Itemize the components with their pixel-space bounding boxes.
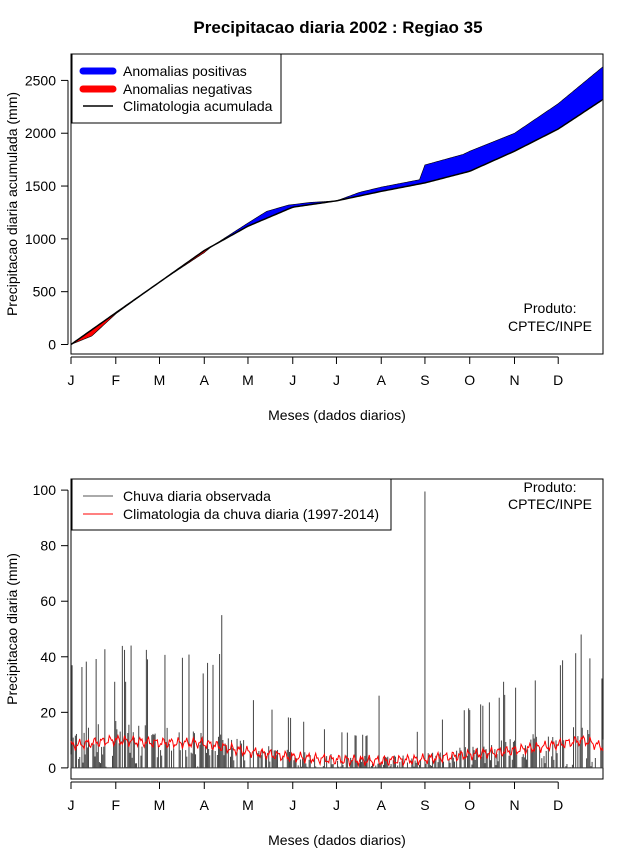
bottom-x-tick-label-11: D [553, 797, 563, 813]
bottom-credit-line1: Produto: [524, 479, 577, 495]
top-x-tick-label-8: S [420, 372, 429, 388]
top-area-marks [70, 66, 604, 346]
top-y-tick-label-0: 0 [48, 336, 56, 352]
top-x-tick-label-0: J [68, 372, 75, 388]
bottom-legend: Chuva diaria observada Climatologia da c… [71, 478, 392, 531]
top-y-tick-label-3: 1500 [25, 178, 56, 194]
bottom-y-tick-label-0: 0 [48, 760, 56, 776]
top-y-tick-label-4: 2000 [25, 125, 56, 141]
climatology-daily-line [70, 733, 604, 768]
top-x-label: Meses (dados diarios) [268, 407, 406, 423]
bottom-x-tick-label-9: O [464, 797, 475, 813]
bottom-x-tick-label-4: M [242, 797, 254, 813]
chart-title: Precipitacao diaria 2002 : Regiao 35 [193, 18, 482, 37]
bottom-x-tick-label-3: A [200, 797, 210, 813]
top-x-tick-label-4: M [242, 372, 254, 388]
bottom-x-tick-label-0: J [68, 797, 75, 813]
bottom-y-tick-label-2: 40 [40, 649, 56, 665]
bottom-y-label: Precipitacao diaria (mm) [4, 553, 20, 705]
top-x-tick-label-2: M [154, 372, 166, 388]
top-x-tick-label-6: J [333, 372, 340, 388]
top-x-tick-label-11: D [553, 372, 563, 388]
bottom-x-tick-label-5: J [289, 797, 296, 813]
climatology-line [70, 99, 603, 346]
top-y-tick-label-2: 1000 [25, 231, 56, 247]
bottom-y-tick-label-1: 20 [40, 704, 56, 720]
top-credit-line2: CPTEC/INPE [508, 318, 592, 334]
bottom-legend-box [71, 478, 392, 531]
bottom-x-tick-label-1: F [112, 797, 121, 813]
top-plot-box [70, 53, 604, 355]
top-x-tick-label-9: O [464, 372, 475, 388]
bottom-x-tick-label-2: M [154, 797, 166, 813]
top-x-tick-label-3: A [200, 372, 210, 388]
legend-label-clim: Climatologia acumulada [123, 98, 273, 114]
top-y-axis: 0 500 1000 1500 2000 2500 [25, 72, 69, 352]
bottom-y-tick-label-4: 80 [40, 538, 56, 554]
bottom-bar-marks [70, 491, 604, 769]
legend-label-positive: Anomalias positivas [123, 63, 247, 79]
bottom-y-tick-label-5: 100 [33, 482, 57, 498]
top-y-label: Precipitacao diaria acumulada (mm) [4, 92, 20, 316]
top-legend: Anomalias positivas Anomalias negativas … [71, 53, 282, 124]
legend-label-observed: Chuva diaria observada [123, 488, 271, 504]
bottom-x-label: Meses (dados diarios) [268, 832, 406, 848]
legend-label-negative: Anomalias negativas [123, 81, 252, 97]
legend-label-climatology: Climatologia da chuva diaria (1997-2014) [123, 506, 379, 522]
bottom-y-tick-label-3: 60 [40, 593, 56, 609]
top-y-tick-label-5: 2500 [25, 72, 56, 88]
top-x-tick-label-1: F [112, 372, 121, 388]
top-x-tick-label-7: A [377, 372, 387, 388]
bottom-x-tick-label-8: S [420, 797, 429, 813]
top-panel: 0 500 1000 1500 2000 2500 J F M A M J J A S O N D Meses … [4, 53, 604, 423]
bottom-x-tick-label-10: N [509, 797, 519, 813]
bottom-y-axis: 0 20 40 60 80 100 [33, 482, 69, 776]
bottom-credit-line2: CPTEC/INPE [508, 496, 592, 512]
bottom-x-tick-label-6: J [333, 797, 340, 813]
bottom-x-tick-label-7: A [377, 797, 387, 813]
top-legend-box [71, 53, 282, 124]
bottom-panel: 0 20 40 60 80 100 J F M A M J J A S O N D Meses (dados d… [4, 478, 604, 848]
top-y-tick-label-1: 500 [33, 284, 57, 300]
top-x-tick-label-10: N [509, 372, 519, 388]
top-x-tick-label-5: J [289, 372, 296, 388]
top-credit-line1: Produto: [524, 300, 577, 316]
